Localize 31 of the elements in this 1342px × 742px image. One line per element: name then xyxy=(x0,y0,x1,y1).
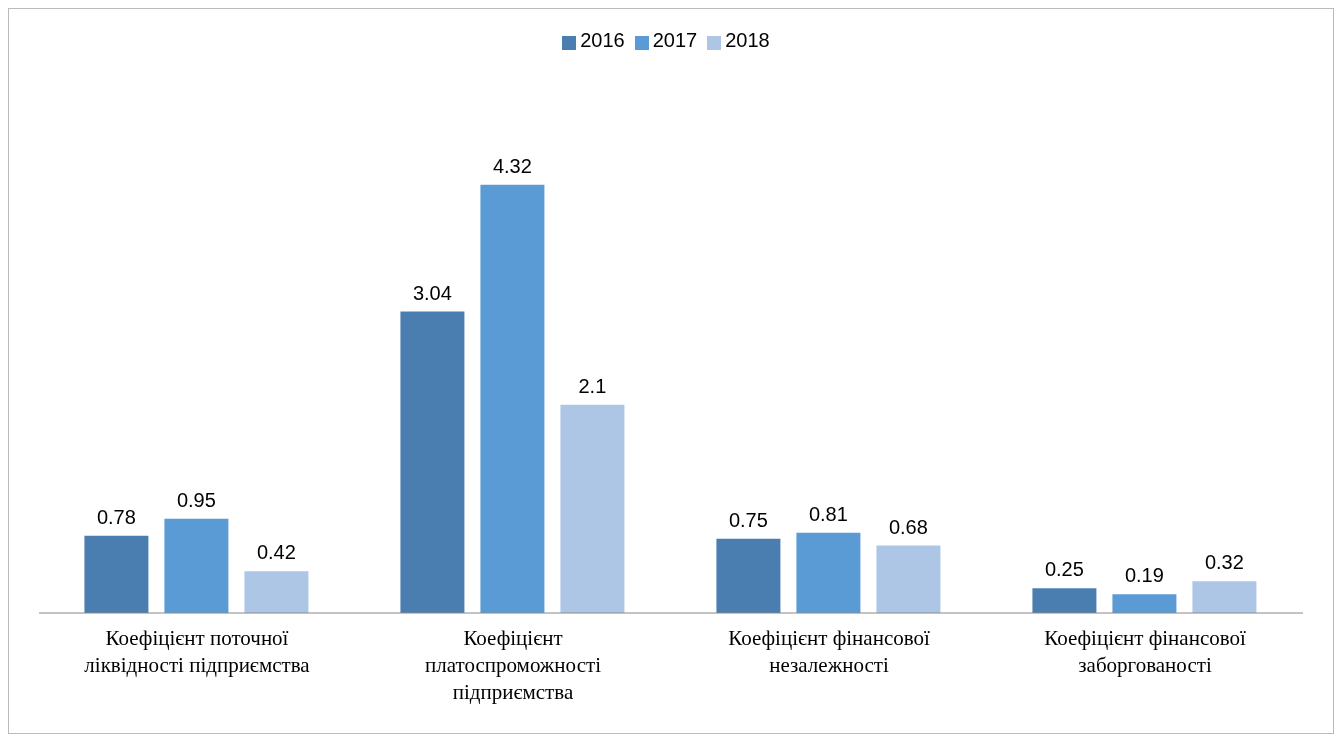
data-label: 0.78 xyxy=(96,505,136,528)
legend-label: 2017 xyxy=(652,29,698,51)
x-tick-label: Коефіцієнт фінансової заборгованості xyxy=(1044,626,1246,677)
bar xyxy=(560,404,625,613)
bar xyxy=(796,532,861,613)
bar xyxy=(164,518,229,613)
data-label: 0.32 xyxy=(1204,551,1244,574)
bar xyxy=(1032,588,1097,613)
data-label: 2.1 xyxy=(578,374,607,397)
data-label: 0.75 xyxy=(728,508,768,531)
data-label: 0.42 xyxy=(256,541,296,564)
data-label: 4.32 xyxy=(492,154,532,177)
bar xyxy=(480,184,545,613)
bar xyxy=(1112,594,1177,613)
data-label: 0.19 xyxy=(1124,564,1164,587)
data-label: 3.04 xyxy=(412,281,452,304)
bar xyxy=(244,571,309,613)
legend-label: 2018 xyxy=(725,29,770,51)
bar xyxy=(84,535,149,613)
bar xyxy=(716,538,781,613)
data-label: 0.95 xyxy=(176,488,216,511)
data-label: 0.68 xyxy=(888,515,928,538)
data-label: 0.81 xyxy=(808,502,848,525)
x-tick-label: Коефіцієнт фінансової незалежності xyxy=(728,626,930,677)
x-tick-label: Коефіцієнт поточної ліквідності підприємства xyxy=(84,626,311,677)
data-label: 0.25 xyxy=(1044,558,1084,581)
bar xyxy=(876,545,941,613)
bar xyxy=(1192,581,1257,613)
legend-label: 2016 xyxy=(580,29,625,51)
bar xyxy=(400,311,465,613)
x-tick-label: Коефіцієнт платоспроможності підприємства xyxy=(425,626,602,704)
